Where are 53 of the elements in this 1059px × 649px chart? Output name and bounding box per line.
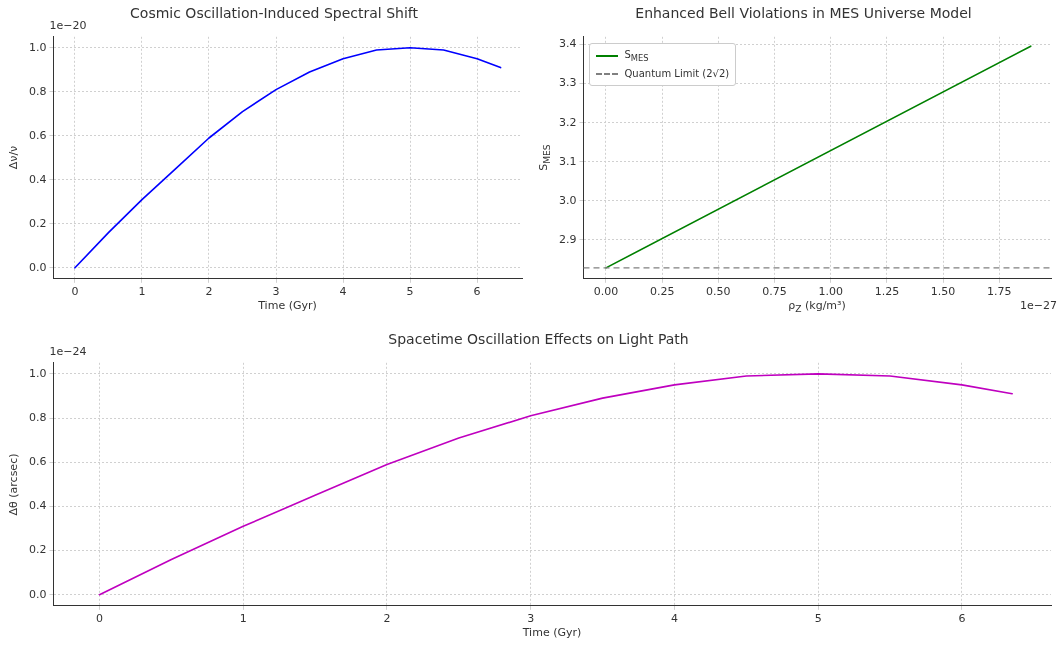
x-axis-title: Time (Gyr) [258, 298, 317, 312]
x-tick-label: 1.50 [930, 285, 956, 299]
y-tick-label: 0.4 [28, 172, 47, 186]
x-tick-label: 6 [958, 612, 966, 626]
x-tick-label: 1.75 [987, 285, 1012, 299]
x-tick-label: 5 [406, 285, 414, 299]
x-tick-label: 2 [383, 612, 391, 626]
x-tick-label: 1 [138, 285, 146, 299]
x-axis-title: Time (Gyr) [522, 625, 582, 639]
legend-label: S$_{MES}$ [624, 47, 649, 65]
y-tick-label: 1.0 [28, 366, 47, 380]
x-tick-label: 0.50 [706, 285, 731, 299]
y-tick-label: 1.0 [28, 40, 47, 54]
y-tick-label: 0.6 [28, 455, 47, 469]
y-tick-label: 3.2 [558, 115, 577, 129]
y-tick-label: 3.4 [558, 37, 577, 51]
y-tick-label: 0.6 [28, 128, 47, 142]
y-tick-label: 3.0 [558, 193, 577, 207]
y-tick-label: 0.0 [28, 260, 47, 274]
x-tick-label: 2 [205, 285, 213, 299]
chart-title: Cosmic Oscillation-Induced Spectral Shift [130, 5, 419, 22]
y-tick-label: 3.3 [558, 76, 577, 90]
y-tick-label: 0.2 [28, 543, 47, 557]
x-tick-label: 1 [239, 612, 247, 626]
y-tick-label: 0.2 [28, 216, 47, 230]
text: 1e−27 [1020, 298, 1057, 312]
text: 1e−20 [49, 18, 87, 32]
x-tick-label: 6 [473, 285, 481, 299]
x-tick-label: 3 [527, 612, 535, 626]
x-tick-label: 4 [339, 285, 347, 299]
y-tick-label: 0.4 [28, 499, 47, 513]
x-tick-label: 5 [814, 612, 822, 626]
chart-title: Spacetime Oscillation Effects on Light Path [388, 331, 689, 348]
y-tick-label: 2.9 [558, 232, 577, 246]
y-axis-title: Δν/ν [7, 146, 21, 170]
x-tick-label: 4 [670, 612, 678, 626]
legend-label: Quantum Limit (2√2) [624, 66, 730, 81]
text: 1e−24 [49, 344, 87, 358]
y-tick-label: 0.8 [28, 84, 47, 98]
x-tick-label: 0.00 [593, 285, 619, 299]
x-tick-label: 0 [95, 612, 103, 626]
y-tick-label: 0.8 [28, 410, 47, 424]
x-tick-label: 1.00 [818, 285, 843, 299]
x-tick-label: 1.25 [874, 285, 900, 299]
x-tick-label: 0.75 [762, 285, 787, 299]
x-tick-label: 3 [272, 285, 280, 299]
y-axis-title: Δθ (arcsec) [7, 453, 21, 516]
x-tick-label: 0.25 [649, 285, 675, 299]
x-tick-label: 0 [71, 285, 79, 299]
y-tick-label: 0.0 [28, 587, 47, 601]
x-axis-title: ρ$_{Z}$ (kg/m³) [788, 298, 846, 314]
y-tick-label: 3.1 [558, 154, 577, 168]
chart-title: Enhanced Bell Violations in MES Universe Model [635, 5, 972, 22]
